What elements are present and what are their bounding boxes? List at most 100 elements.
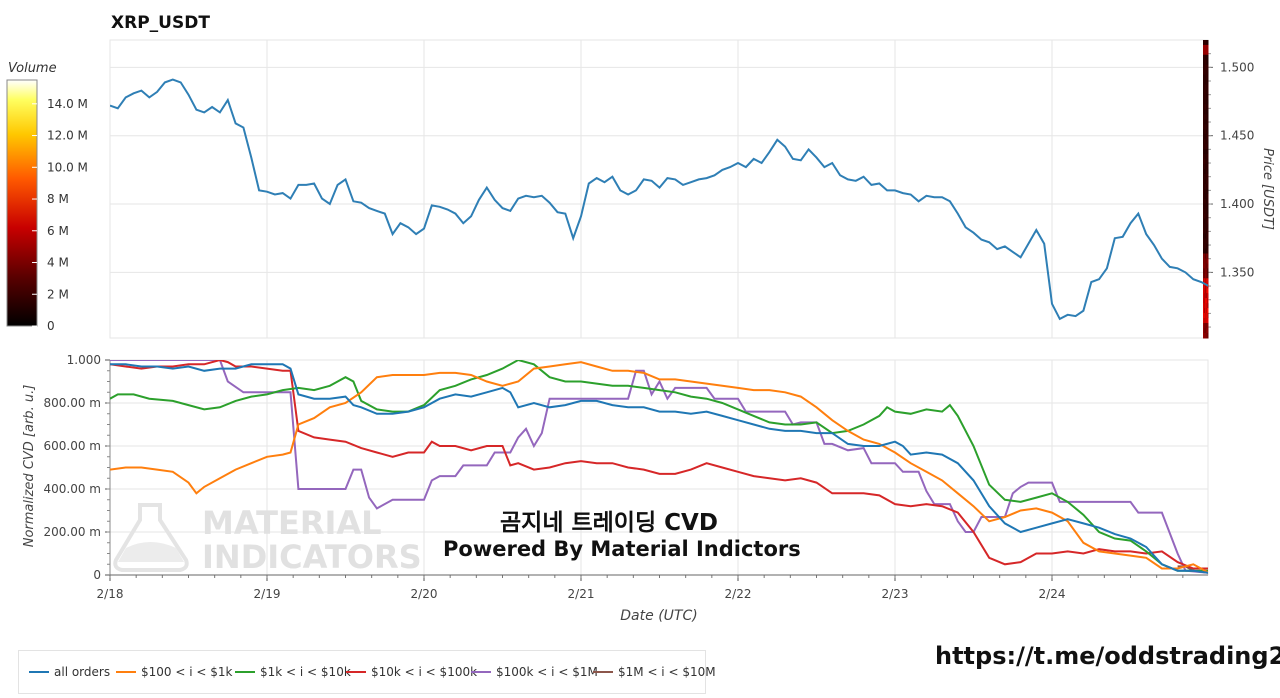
heatmap-cell (1207, 84, 1209, 91)
heatmap-cell (1207, 283, 1209, 289)
heatmap-cell (1207, 243, 1209, 250)
heatmap-cell (1207, 208, 1209, 215)
overlay-title: 곰지네 트레이딩 CVD (500, 510, 718, 536)
orderbook-heatmap (1203, 40, 1209, 339)
colorbar-tick-label: 0 (47, 319, 55, 333)
cvd-x-tick-label: 2/23 (882, 587, 909, 601)
heatmap-cell (1207, 233, 1209, 240)
heatmap-cell (1207, 333, 1209, 339)
cvd-x-tick-label: 2/18 (97, 587, 124, 601)
colorbar-tick-label: 10.0 M (47, 160, 88, 174)
colorbar-tick-label: 12.0 M (47, 129, 88, 143)
legend-item-all[interactable]: all orders (29, 665, 110, 679)
heatmap-cell (1207, 44, 1209, 51)
heatmap-cell (1207, 318, 1209, 324)
watermark-line1: MATERIAL (202, 504, 382, 542)
cvd-y-axis-label: Normalized CVD [arb. u.] (22, 385, 37, 548)
heatmap-cell (1207, 303, 1209, 309)
heatmap-cell (1207, 228, 1209, 235)
legend-swatch (235, 671, 255, 673)
price-y-tick-label: 1.450 (1220, 129, 1254, 143)
heatmap-cell (1207, 40, 1209, 46)
volume-colorbar: 14.0 M 12.0 M 10.0 M 8 M 6 M 4 M 2 M 0 (6, 79, 88, 333)
heatmap-cell (1207, 159, 1209, 165)
cvd-x-tick-label: 2/20 (411, 587, 438, 601)
legend-item-c1k[interactable]: $1k < i < $10k (235, 665, 351, 679)
colorbar-gradient (6, 79, 38, 327)
legend-label: $1M < i < $10M (618, 665, 716, 679)
cvd-x-tick-label: 2/24 (1039, 587, 1066, 601)
heatmap-cell (1207, 139, 1209, 145)
heatmap-cell (1207, 198, 1209, 205)
heatmap-cell (1207, 179, 1209, 185)
colorbar-tick-label: 6 M (47, 224, 69, 238)
heatmap-cell (1207, 54, 1209, 61)
price-y-tick-label: 1.350 (1220, 265, 1254, 279)
heatmap-cell (1207, 288, 1209, 294)
heatmap-cell (1207, 203, 1209, 210)
legend-label: $100 < i < $1k (141, 665, 233, 679)
legend-swatch (29, 671, 49, 673)
heatmap-cell (1207, 149, 1209, 155)
cvd-x-axis-label: Date (UTC) (620, 608, 697, 624)
price-y-tick-label: 1.400 (1220, 197, 1254, 211)
heatmap-cell (1207, 114, 1209, 120)
heatmap-cell (1207, 273, 1209, 279)
cvd-y-tick-label: 0 (93, 568, 101, 582)
heatmap-cell (1207, 189, 1209, 195)
flask-liquid (118, 542, 184, 562)
heatmap-cell (1207, 119, 1209, 125)
heatmap-cell (1207, 104, 1209, 111)
heatmap-cell (1207, 59, 1209, 66)
cvd-y-tick-label: 800.00 m (44, 396, 102, 410)
heatmap-cell (1207, 69, 1209, 76)
heatmap-cell (1207, 74, 1209, 81)
legend-swatch (593, 671, 613, 673)
cvd-y-tick-label: 1.000 (67, 353, 101, 367)
legend-item-c10k[interactable]: $10k < i < $100k (346, 665, 477, 679)
heatmap-cell (1207, 109, 1209, 115)
legend-item-c100[interactable]: $100 < i < $1k (116, 665, 232, 679)
colorbar-tick-label: 14.0 M (47, 97, 88, 111)
colorbar-tick-label: 4 M (47, 256, 69, 270)
heatmap-cell (1207, 258, 1209, 264)
heatmap-cell (1207, 218, 1209, 225)
heatmap-cell (1207, 238, 1209, 245)
heatmap-cell (1207, 278, 1209, 284)
price-line-price (110, 78, 1208, 321)
legend-label: $100k < i < $1M (496, 665, 598, 679)
legend-item-c100k[interactable]: $100k < i < $1M (471, 665, 598, 679)
price-plot-area (109, 39, 1209, 339)
cvd-line-c100 (110, 361, 1208, 574)
legend-label: all orders (54, 665, 111, 679)
heatmap-cell (1207, 313, 1209, 319)
heatmap-cell (1207, 154, 1209, 160)
heatmap-cell (1207, 89, 1209, 96)
heatmap-cell (1207, 144, 1209, 150)
heatmap-cell (1207, 193, 1209, 200)
cvd-line-c10k (110, 360, 1208, 570)
price-series-layer (110, 78, 1208, 321)
heatmap-cell (1207, 129, 1209, 135)
colorbar-title: Volume (8, 61, 57, 76)
heatmap-cell (1207, 99, 1209, 106)
heatmap-cell (1207, 323, 1209, 329)
chart-title: XRP_USDT (111, 13, 210, 33)
cvd-line-c100k (110, 360, 1208, 574)
legend-item-c1m[interactable]: $1M < i < $10M (593, 665, 716, 679)
heatmap-cell (1207, 134, 1209, 140)
telegram-link[interactable]: https://t.me/oddstrading2 (935, 642, 1280, 670)
heatmap-cell (1207, 169, 1209, 175)
cvd-x-tick-label: 2/22 (725, 587, 752, 601)
heatmap-cell (1207, 94, 1209, 101)
legend-swatch (346, 671, 366, 673)
colorbar-tick-label: 8 M (47, 192, 69, 206)
heatmap-cell (1207, 248, 1209, 255)
heatmap-cell (1207, 268, 1209, 274)
cvd-x-tick-label: 2/21 (568, 587, 595, 601)
cvd-panel: 2/18 2/19 2/20 2/21 2/22 2/23 2/24 0 200.00 m 400… (22, 353, 1209, 624)
cvd-line-c1k (110, 360, 1208, 572)
price-panel: 1.350 1.400 1.450 1.500 Price [USDT] (109, 39, 1275, 339)
